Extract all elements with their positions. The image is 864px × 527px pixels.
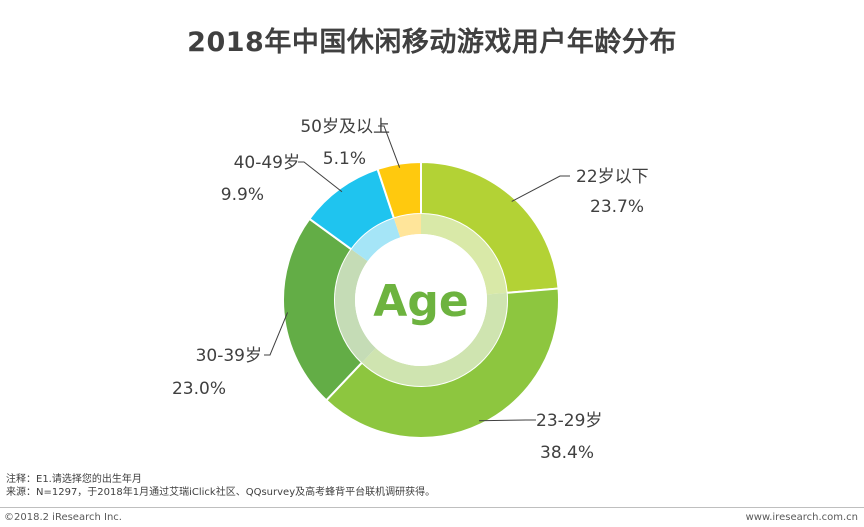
slice-label-2: 30-39岁: [196, 346, 262, 366]
footer-website: www.iresearch.com.cn: [745, 512, 858, 523]
slice-inner-4: [393, 214, 421, 238]
slice-value-0: 23.7%: [590, 197, 644, 217]
leader-line-0: [511, 175, 570, 202]
slice-label-1: 23-29岁: [536, 411, 602, 431]
leader-line-4: [378, 125, 401, 168]
slice-labels: 22岁以下 23.7% 23-29岁 38.4% 30-39岁 23.0% 40-49岁 9.…: [172, 117, 649, 463]
slice-value-4: 5.1%: [323, 149, 366, 169]
slice-inner-3: [351, 218, 401, 262]
slice-value-2: 23.0%: [172, 379, 226, 399]
slice-inner-2: [335, 249, 376, 363]
slice-inner-0: [421, 214, 507, 295]
slice-label-0: 22岁以下: [576, 167, 649, 187]
slice-label-4: 50岁及以上: [300, 117, 390, 137]
center-disc: [355, 234, 487, 366]
leader-lines: [264, 125, 570, 422]
slice-label-3: 40-49岁: [234, 153, 300, 173]
slice-value-3: 9.9%: [221, 185, 264, 205]
footer-note-question: 注释：E1.请选择您的出生年月: [6, 474, 142, 485]
leader-line-2: [264, 312, 289, 356]
footer-note-source: 来源：N=1297，于2018年1月通过艾瑞iClick社区、QQsurvey及…: [6, 487, 436, 498]
chart-title: 2018年中国休闲移动游戏用户年龄分布: [187, 27, 677, 58]
leader-line-3: [298, 161, 343, 193]
center-label: Age: [373, 276, 468, 327]
footer-divider: [0, 507, 864, 508]
slice-inner-1: [361, 292, 507, 386]
slice-value-1: 38.4%: [540, 443, 594, 463]
footer-copyright: ©2018.2 iResearch Inc.: [4, 512, 122, 523]
leader-line-1: [479, 419, 536, 422]
inner-ring: [335, 214, 507, 386]
